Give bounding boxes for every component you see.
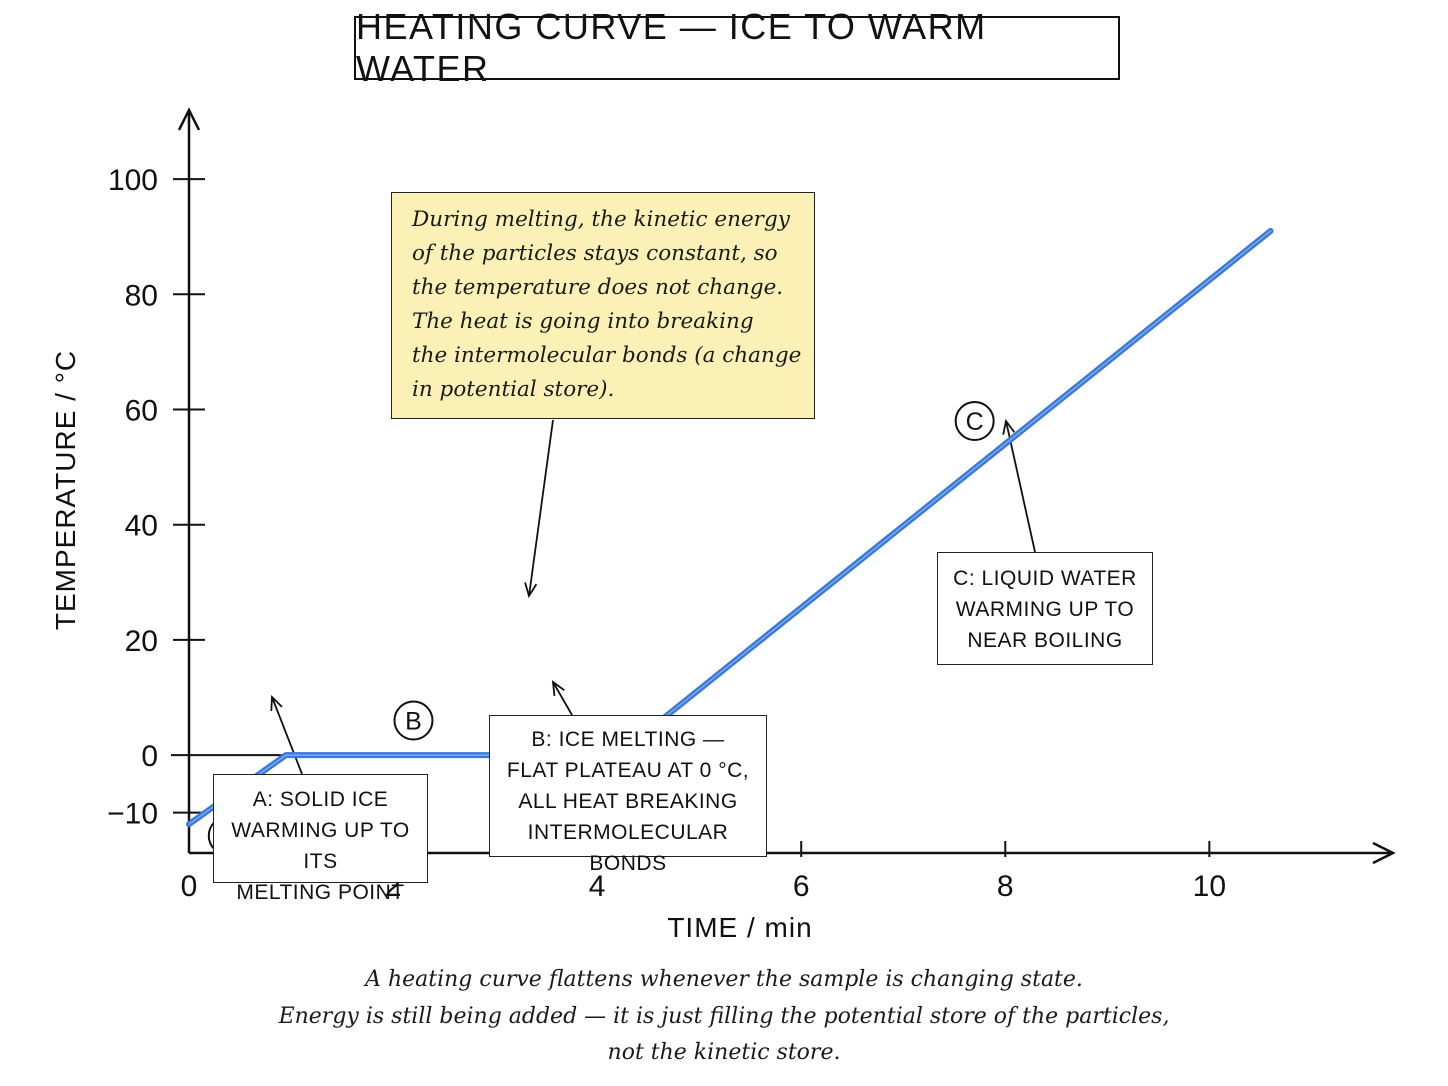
annotation-a-arrow-head — [270, 694, 283, 712]
annotation-b-arrow-head — [551, 680, 565, 697]
x-tick-label: 0 — [181, 870, 198, 903]
marker-label-c: C — [966, 408, 984, 436]
annotation-line: WARMING UP TO — [955, 598, 1135, 621]
y-axis-label: TEMPERATURE / °C — [50, 349, 81, 631]
y-tick-label: −10 — [107, 798, 158, 831]
annotation-line: A: SOLID ICE — [252, 788, 389, 811]
annotation-line: B: ICE MELTING — — [531, 728, 725, 751]
marker-label-b: B — [405, 708, 422, 736]
annotation-line: WARMING UP TO ITS — [231, 819, 410, 873]
annotation-a-arrow — [271, 696, 303, 775]
x-axis-arrowhead — [1372, 841, 1396, 865]
callout-arrow-head — [524, 582, 538, 599]
annotation-line: MELTING POINT — [236, 881, 405, 904]
chart-caption: A heating curve flattens whenever the sa… — [0, 962, 1448, 1072]
melting-callout: During melting, the kinetic energy of th… — [391, 192, 815, 419]
y-axis-arrowhead — [177, 107, 201, 131]
marker-circle-c — [954, 401, 995, 442]
annotation-line: NEAR BOILING — [967, 629, 1123, 652]
y-tick-label: 40 — [125, 510, 158, 543]
caption-line: Energy is still being added — it is just… — [278, 1003, 1170, 1029]
annotation-b: B: ICE MELTING — FLAT PLATEAU AT 0 °C, A… — [489, 715, 767, 875]
y-tick-label: 0 — [141, 740, 158, 773]
annotation-line: ALL HEAT BREAKING — [518, 790, 738, 813]
annotation-line: INTERMOLECULAR BONDS — [527, 821, 729, 875]
y-tick-label: 60 — [125, 395, 158, 428]
annotation-c: C: LIQUID WATER WARMING UP TO NEAR BOILI… — [937, 552, 1153, 665]
y-tick-label: 80 — [125, 279, 158, 312]
caption-line: A heating curve flattens whenever the sa… — [365, 967, 1083, 992]
annotation-b-arrow — [552, 681, 573, 716]
caption-line: not the kinetic store. — [607, 1040, 841, 1065]
x-tick-label: 6 — [793, 870, 810, 903]
callout-line: in potential store). — [412, 377, 615, 402]
x-tick-label: 4 — [589, 870, 606, 903]
x-tick-label: 10 — [1193, 870, 1226, 903]
annotation-a: A: SOLID ICE WARMING UP TO ITS MELTING P… — [213, 774, 428, 904]
callout-arrow — [528, 419, 554, 597]
callout-line: the intermolecular bonds (a change — [412, 343, 802, 368]
callout-line: During melting, the kinetic energy — [412, 207, 790, 232]
callout-line: The heat is going into breaking — [412, 309, 754, 334]
x-tick-label: 8 — [997, 870, 1014, 903]
marker-circle-b — [393, 700, 434, 741]
callout-line: of the particles stays constant, so — [412, 241, 778, 266]
annotation-line: FLAT PLATEAU AT 0 °C, — [506, 759, 750, 782]
annotation-line: C: LIQUID WATER — [953, 567, 1137, 590]
x-axis-label: TIME / min — [667, 912, 813, 943]
y-tick-label: 100 — [108, 164, 158, 197]
y-tick-label: 20 — [125, 625, 158, 658]
annotation-c-arrow-head — [1002, 418, 1016, 435]
callout-line: the temperature does not change. — [412, 275, 784, 300]
